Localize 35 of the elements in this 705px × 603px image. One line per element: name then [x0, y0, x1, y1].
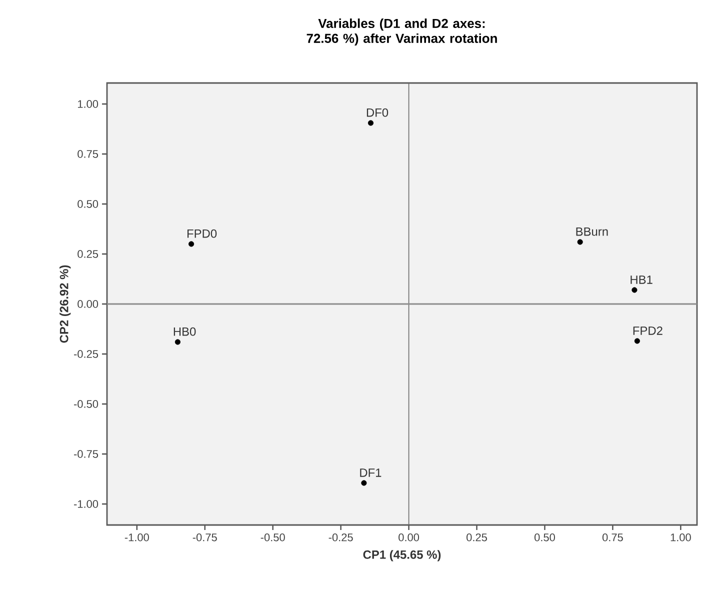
- y-tick-label: -1.00: [74, 500, 98, 508]
- y-axis-title: CP2 (26.92 %): [60, 265, 71, 343]
- x-tick-label: 0.50: [534, 534, 555, 542]
- point: [368, 120, 374, 126]
- x-tick-label: -0.75: [192, 534, 217, 542]
- y-tick-label: 0.25: [78, 250, 98, 258]
- y-tick-label: -0.75: [74, 450, 98, 458]
- annotation: FPD2: [633, 326, 662, 335]
- y-tick-label: 0.75: [78, 150, 98, 158]
- point: [188, 241, 194, 247]
- x-tick-label: 0.25: [466, 534, 487, 542]
- x-tick-label: 0.75: [602, 534, 623, 542]
- annotation: DF0: [366, 108, 388, 117]
- annotation: FPD0: [187, 229, 217, 238]
- x-tick-label: -0.25: [328, 534, 353, 542]
- annotation: HB1: [630, 276, 652, 284]
- x-tick-label: -1.00: [124, 534, 149, 542]
- x-axis-title: CP1 (45.65 %): [363, 550, 441, 562]
- point: [634, 338, 640, 344]
- annotation: BBurn: [576, 227, 608, 236]
- point: [632, 287, 638, 293]
- y-tick-label: 1.00: [78, 100, 98, 108]
- x-tick-label: -0.50: [260, 534, 285, 542]
- y-tick-label: -0.25: [74, 350, 98, 358]
- point: [577, 239, 583, 245]
- y-tick-label: 0.50: [78, 200, 98, 208]
- annotation: DF1: [360, 468, 382, 477]
- annotation: HB0: [174, 327, 196, 336]
- x-tick-label: 0.00: [398, 534, 420, 542]
- x-tick-label: 1.00: [670, 534, 691, 542]
- y-tick-label: -0.50: [74, 400, 98, 408]
- point: [174, 339, 180, 345]
- y-tick-label: 0.00: [78, 300, 98, 308]
- point: [361, 480, 367, 486]
- chart-title: Variables (D1 and D2 axes: 72.56 %) after Varimax rotation: [306, 18, 497, 46]
